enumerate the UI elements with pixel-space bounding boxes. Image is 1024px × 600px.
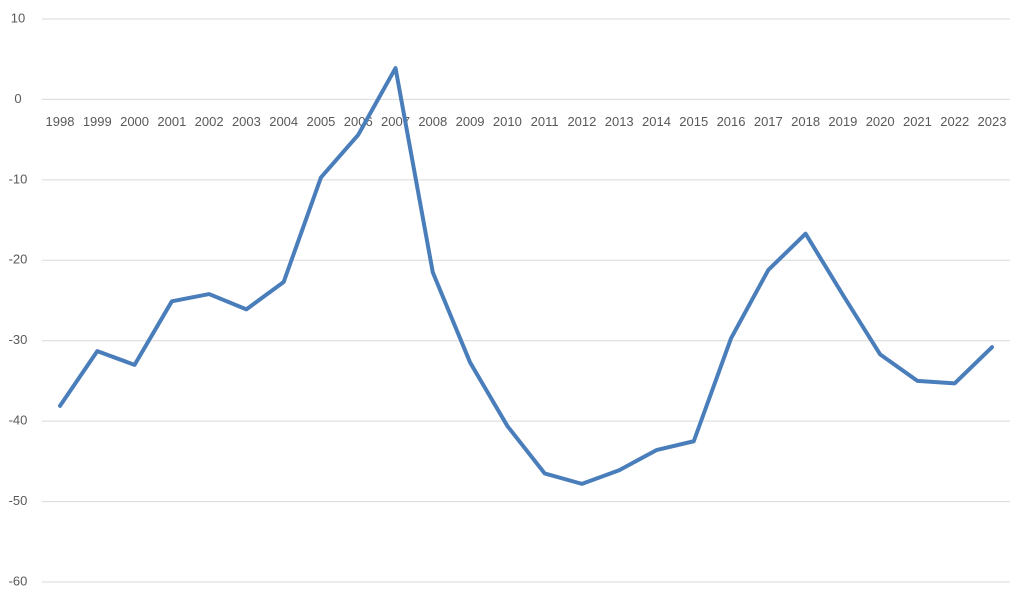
y-tick-label: -60 <box>9 573 28 588</box>
x-tick-label: 2014 <box>642 114 671 129</box>
x-tick-label: 2015 <box>679 114 708 129</box>
x-tick-label: 2021 <box>903 114 932 129</box>
x-tick-label: 2009 <box>456 114 485 129</box>
x-tick-label: 2019 <box>828 114 857 129</box>
y-tick-label: -20 <box>9 252 28 267</box>
x-tick-label: 2008 <box>418 114 447 129</box>
x-tick-label: 2004 <box>269 114 298 129</box>
y-tick-label: -40 <box>9 413 28 428</box>
y-tick-label: 0 <box>14 91 21 106</box>
x-tick-label: 2005 <box>306 114 335 129</box>
x-tick-label: 2001 <box>157 114 186 129</box>
x-tick-label: 2023 <box>978 114 1007 129</box>
y-tick-label: 10 <box>11 10 25 25</box>
x-tick-label: 2020 <box>866 114 895 129</box>
y-tick-label: -50 <box>9 493 28 508</box>
x-tick-label: 2017 <box>754 114 783 129</box>
data-line <box>58 66 994 486</box>
y-tick-label: -10 <box>9 171 28 186</box>
x-tick-label: 1999 <box>83 114 112 129</box>
x-tick-label: 2018 <box>791 114 820 129</box>
x-tick-label: 2012 <box>567 114 596 129</box>
x-tick-label: 2000 <box>120 114 149 129</box>
x-tick-label: 2022 <box>940 114 969 129</box>
x-tick-label: 2011 <box>531 114 559 129</box>
x-tick-label: 2016 <box>717 114 746 129</box>
x-tick-label: 2003 <box>232 114 261 129</box>
x-tick-label: 2002 <box>195 114 224 129</box>
y-tick-label: -30 <box>9 332 28 347</box>
x-tick-label: 1998 <box>46 114 75 129</box>
x-tick-label: 2010 <box>493 114 522 129</box>
x-tick-label: 2013 <box>605 114 634 129</box>
